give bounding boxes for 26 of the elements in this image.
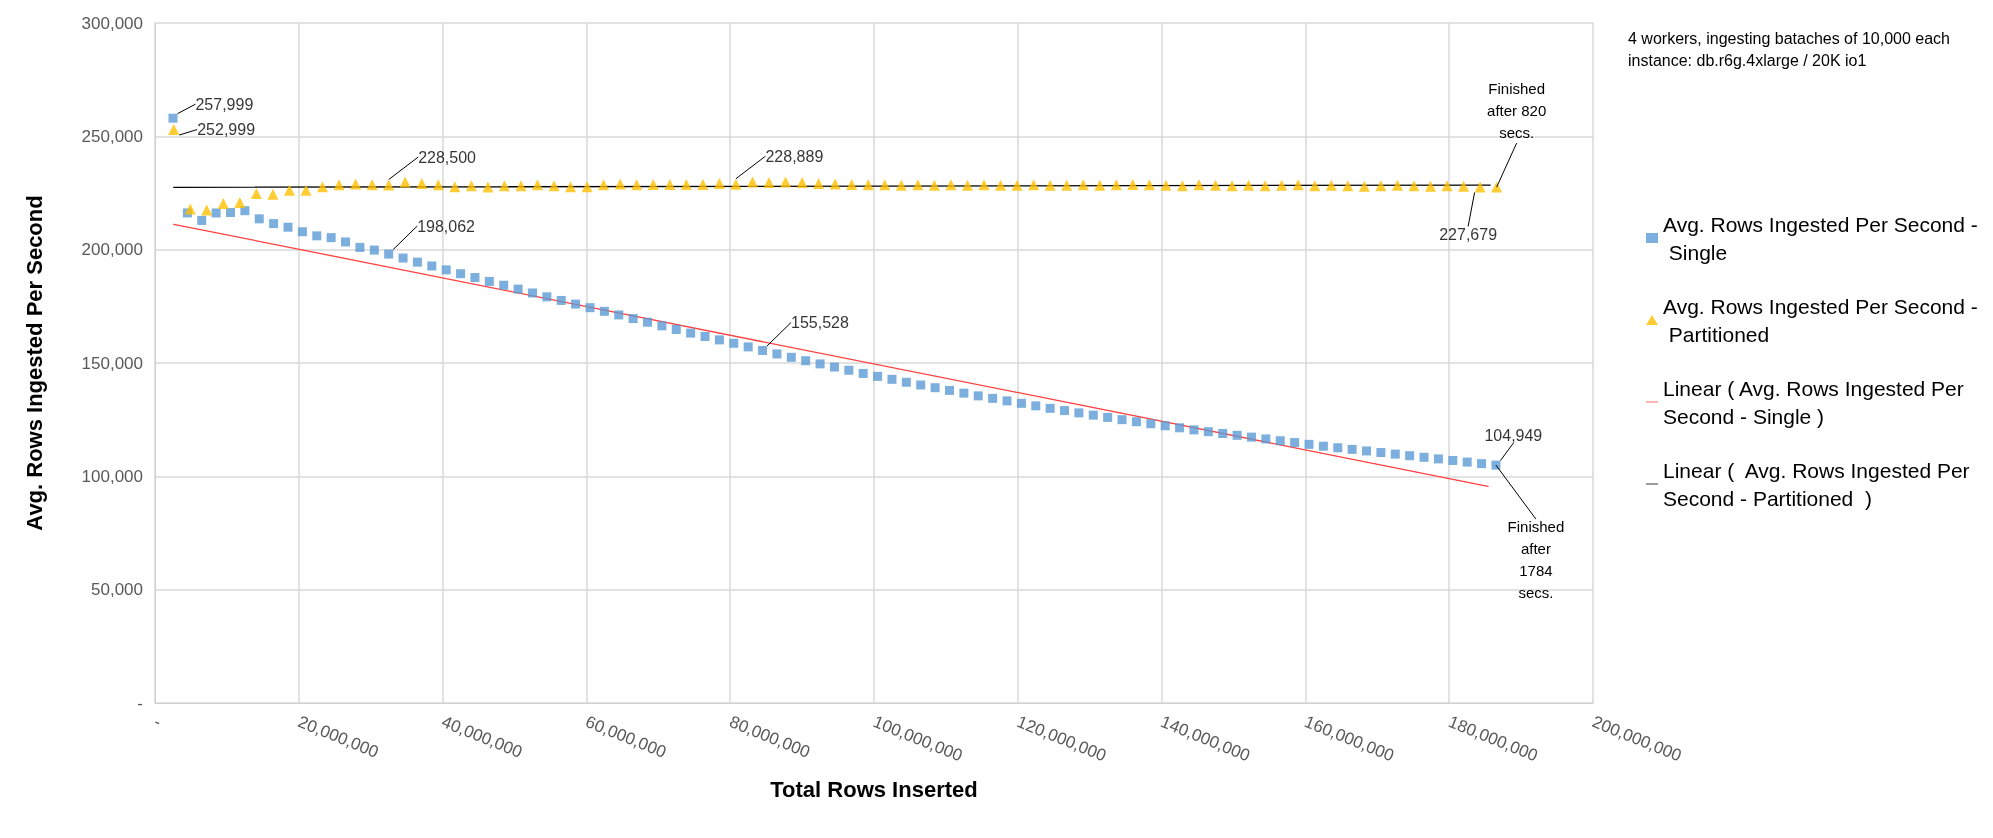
data-label: 257,999 xyxy=(195,95,254,113)
legend-label: Linear ( Avg. Rows Ingested Per Second - Partitioned ) xyxy=(1663,458,1976,510)
annotation: Finished after 1784 secs. xyxy=(1507,517,1565,601)
data-label: 228,500 xyxy=(418,148,477,166)
y-tick-label: 150,000 xyxy=(81,353,143,373)
data-label: 104,949 xyxy=(1484,426,1543,444)
data-label: 198,062 xyxy=(417,217,476,235)
y-tick-label: 300,000 xyxy=(81,13,143,33)
legend-label: Linear ( Avg. Rows Ingested Per Second - Single ) xyxy=(1663,376,1970,428)
y-tick-label: 100,000 xyxy=(81,466,143,486)
annotation: Finished after 820 secs. xyxy=(1487,79,1547,141)
legend-label: Avg. Rows Ingested Per Second - Partitioned xyxy=(1663,294,1978,346)
data-label: 228,889 xyxy=(765,147,824,165)
data-label: 227,679 xyxy=(1439,225,1498,243)
y-tick-label: 50,000 xyxy=(91,580,143,600)
x-tick-label: - xyxy=(151,712,164,732)
legend-label: Avg. Rows Ingested Per Second - Single xyxy=(1663,212,1978,264)
y-axis-title: Avg. Rows Ingested Per Second xyxy=(21,195,47,531)
y-tick-label: 200,000 xyxy=(81,240,143,260)
text: instance: db.r6g.4xlarge / 20K io1 xyxy=(1628,51,1867,69)
text: 4 workers, ingesting bataches of 10,000 each xyxy=(1628,29,1950,47)
y-tick-label: - xyxy=(137,693,143,713)
x-axis-title: Total Rows Inserted xyxy=(770,776,978,802)
data-label: 155,528 xyxy=(791,313,849,331)
y-tick-label: 250,000 xyxy=(81,126,143,146)
data-label: 252,999 xyxy=(197,121,256,139)
